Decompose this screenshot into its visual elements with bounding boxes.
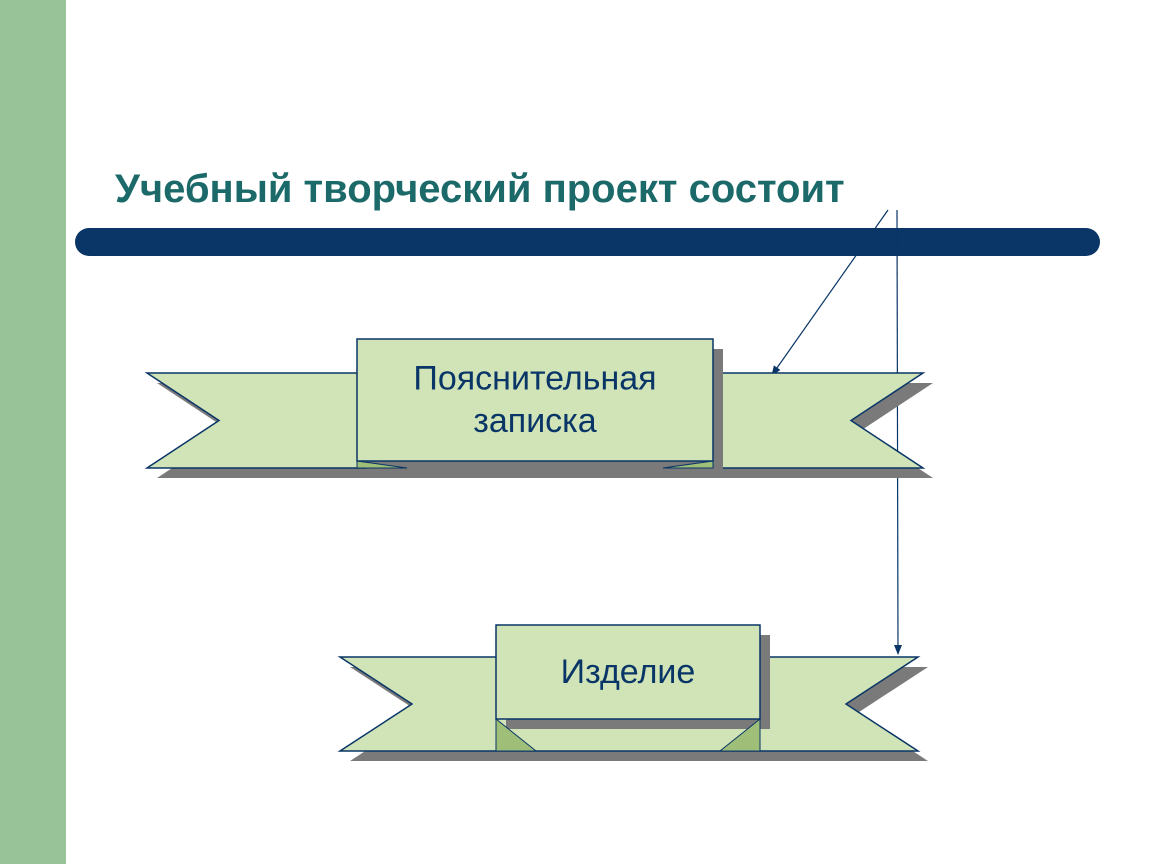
banner-product: Изделие — [340, 625, 928, 761]
diagram-svg: Пояснительная записка Изделие — [0, 0, 1150, 864]
arrow-to-product — [897, 210, 898, 654]
title-underline — [75, 228, 1100, 256]
banner1-label-line2: записка — [473, 402, 597, 440]
banner2-label: Изделие — [561, 653, 696, 691]
banner-explanatory-note: Пояснительная записка — [147, 339, 933, 478]
banner1-label-line1: Пояснительная — [413, 360, 656, 398]
